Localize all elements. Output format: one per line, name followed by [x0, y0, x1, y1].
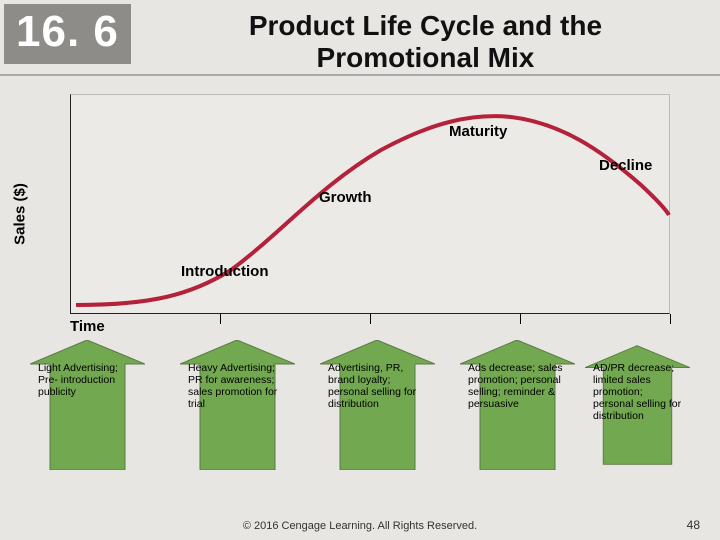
slide-header: 16. 6 Product Life Cycle and the Promoti…	[0, 0, 720, 76]
arrow-text: Ads decrease; sales promotion; personal …	[468, 362, 567, 410]
plot-area: Introduction Growth Maturity Decline	[70, 94, 670, 314]
stage-introduction: Introduction	[181, 263, 268, 280]
plc-curve	[76, 117, 669, 306]
section-number: 16. 6	[4, 4, 131, 64]
copyright-text: © 2016 Cengage Learning. All Rights Rese…	[0, 520, 720, 532]
arrow-text: Light Advertising; Pre- introduction pub…	[38, 362, 137, 398]
page-number: 48	[687, 518, 700, 532]
x-axis-label: Time	[70, 318, 105, 335]
title-line1: Product Life Cycle and the	[249, 10, 602, 41]
x-tick	[670, 314, 671, 324]
arrow-text: AD/PR decrease; limited sales promotion;…	[593, 362, 682, 422]
arrow-text: Advertising, PR, brand loyalty; personal…	[328, 362, 427, 410]
x-tick	[220, 314, 221, 324]
slide-title: Product Life Cycle and the Promotional M…	[131, 4, 710, 74]
strategy-arrows: Light Advertising; Pre- introduction pub…	[30, 340, 690, 500]
stage-growth: Growth	[319, 189, 372, 206]
stage-decline: Decline	[599, 157, 652, 174]
y-axis-label: Sales ($)	[12, 184, 29, 246]
x-tick	[370, 314, 371, 324]
plc-chart: Sales ($) Introduction Growth Maturity D…	[30, 94, 690, 334]
stage-maturity: Maturity	[449, 123, 507, 140]
title-line2: Promotional Mix	[317, 42, 535, 73]
arrow-text: Heavy Advertising; PR for awareness; sal…	[188, 362, 287, 410]
x-tick	[520, 314, 521, 324]
arrow-shape	[30, 340, 145, 470]
